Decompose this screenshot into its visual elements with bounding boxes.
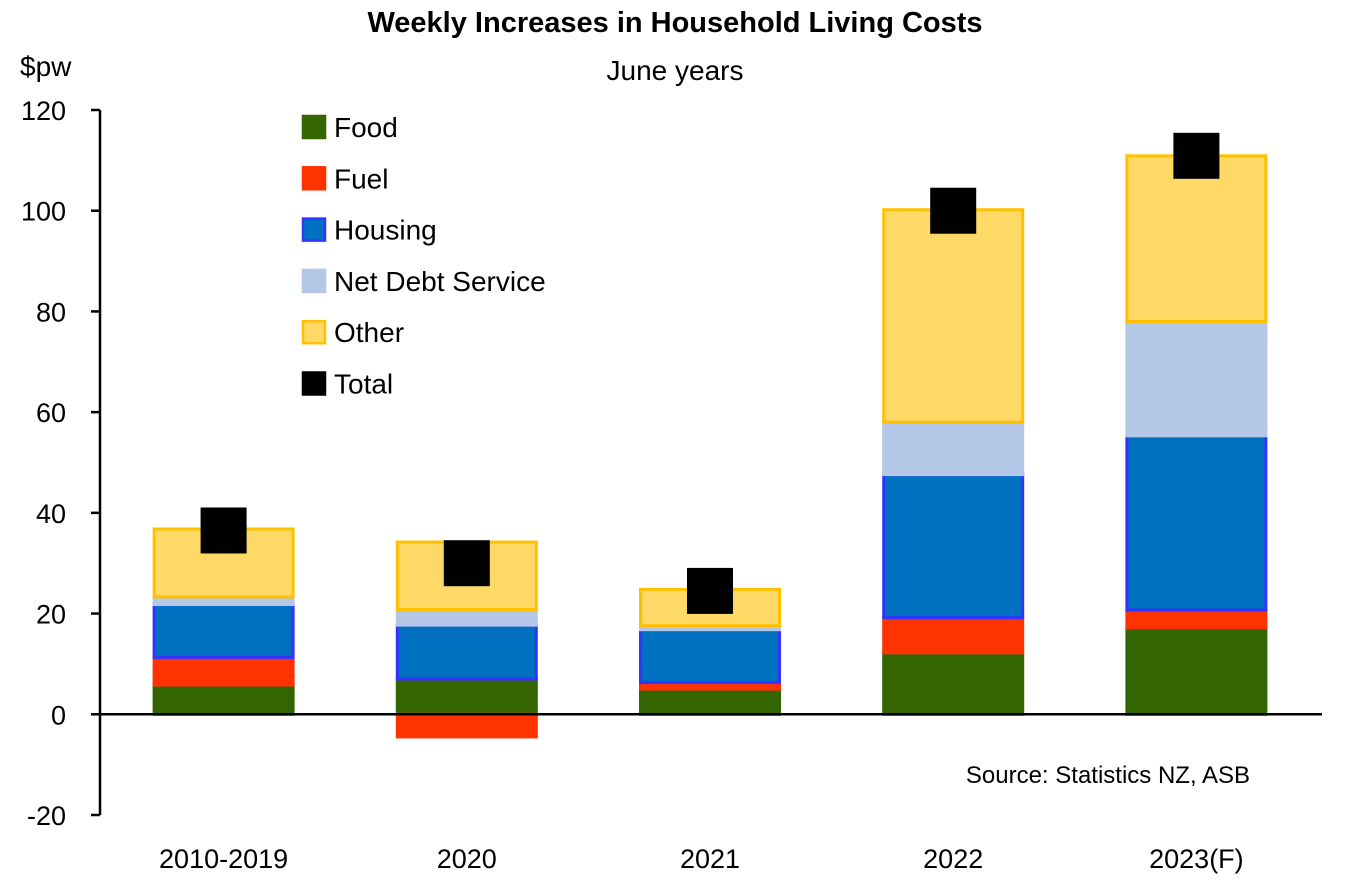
- legend-swatch-housing: [301, 217, 327, 242]
- bar-net-debt-service-2023-f: [1125, 320, 1268, 438]
- y-tick-label-20: -20: [27, 801, 66, 831]
- total-marker-2020: [443, 540, 490, 587]
- legend: Food Fuel Housing Net Debt Service Other Tota…: [301, 112, 546, 400]
- bar-other-2023-f: [1125, 154, 1268, 323]
- legend-swatch-other: [301, 319, 327, 345]
- bar-net-debt-service-2020: [395, 608, 538, 627]
- bar-other-2022: [882, 208, 1025, 424]
- legend-swatch-food: [301, 114, 327, 140]
- bar-food-2022: [882, 651, 1025, 716]
- bar-housing-2020: [395, 623, 538, 681]
- legend-label-food: Food: [334, 112, 398, 143]
- source-note: Source: Statistics NZ, ASB: [966, 762, 1250, 789]
- y-tick-label-20: 20: [36, 600, 66, 630]
- legend-swatch-total: [301, 371, 327, 396]
- total-marker-2023-f: [1173, 132, 1220, 179]
- axes-layer: -20 0 20 40 60 80 100 120 2010-2019 2020 2021 2022 2…: [21, 96, 1322, 874]
- x-tick-label-2023-f: 2023(F): [1149, 844, 1244, 874]
- bar-food-2023-f: [1125, 626, 1268, 716]
- x-tick-label-2022: 2022: [923, 844, 983, 874]
- bar-net-debt-service-2022: [882, 420, 1025, 477]
- bar-food-2020: [395, 677, 538, 716]
- y-tick-label-60: 60: [36, 398, 66, 428]
- bar-fuel-2010-2019: [152, 655, 295, 687]
- x-tick-label-2010-2019: 2010-2019: [159, 844, 288, 874]
- bar-housing-2010-2019: [152, 603, 295, 659]
- total-marker-2022: [930, 187, 977, 234]
- bar-food-2021: [639, 687, 781, 716]
- bar-housing-2023-f: [1125, 434, 1268, 612]
- bar-food-2010-2019: [152, 683, 295, 716]
- bar-fuel-2022: [882, 616, 1025, 655]
- legend-label-net-debt-service: Net Debt Service: [334, 266, 546, 297]
- legend-label-housing: Housing: [334, 215, 437, 246]
- y-axis-unit-label: $pw: [20, 51, 72, 82]
- legend-swatch-fuel: [301, 166, 327, 191]
- y-tick-label-0: 0: [51, 700, 66, 730]
- chart-title: Weekly Increases in Household Living Cos…: [367, 7, 982, 39]
- total-marker-2021: [687, 567, 733, 614]
- y-tick-label-100: 100: [21, 197, 66, 227]
- x-tick-label-2021: 2021: [680, 844, 740, 874]
- bar-housing-2022: [882, 473, 1025, 620]
- x-tick-label-2020: 2020: [437, 844, 497, 874]
- legend-label-fuel: Fuel: [334, 163, 388, 194]
- totals-layer: [200, 132, 1220, 614]
- bar-fuel-2020: [395, 712, 538, 739]
- legend-swatch-net-debt-service: [301, 268, 327, 294]
- bar-fuel-2023-f: [1125, 608, 1268, 630]
- total-marker-2010-2019: [200, 507, 247, 554]
- y-tick-label-120: 120: [21, 96, 66, 126]
- bar-housing-2021: [639, 628, 781, 685]
- bars-layer: [152, 154, 1268, 739]
- legend-label-other: Other: [334, 317, 404, 348]
- legend-label-total: Total: [334, 369, 393, 400]
- chart-subtitle: June years: [607, 55, 744, 86]
- y-tick-label-40: 40: [36, 499, 66, 529]
- y-tick-label-80: 80: [36, 297, 66, 327]
